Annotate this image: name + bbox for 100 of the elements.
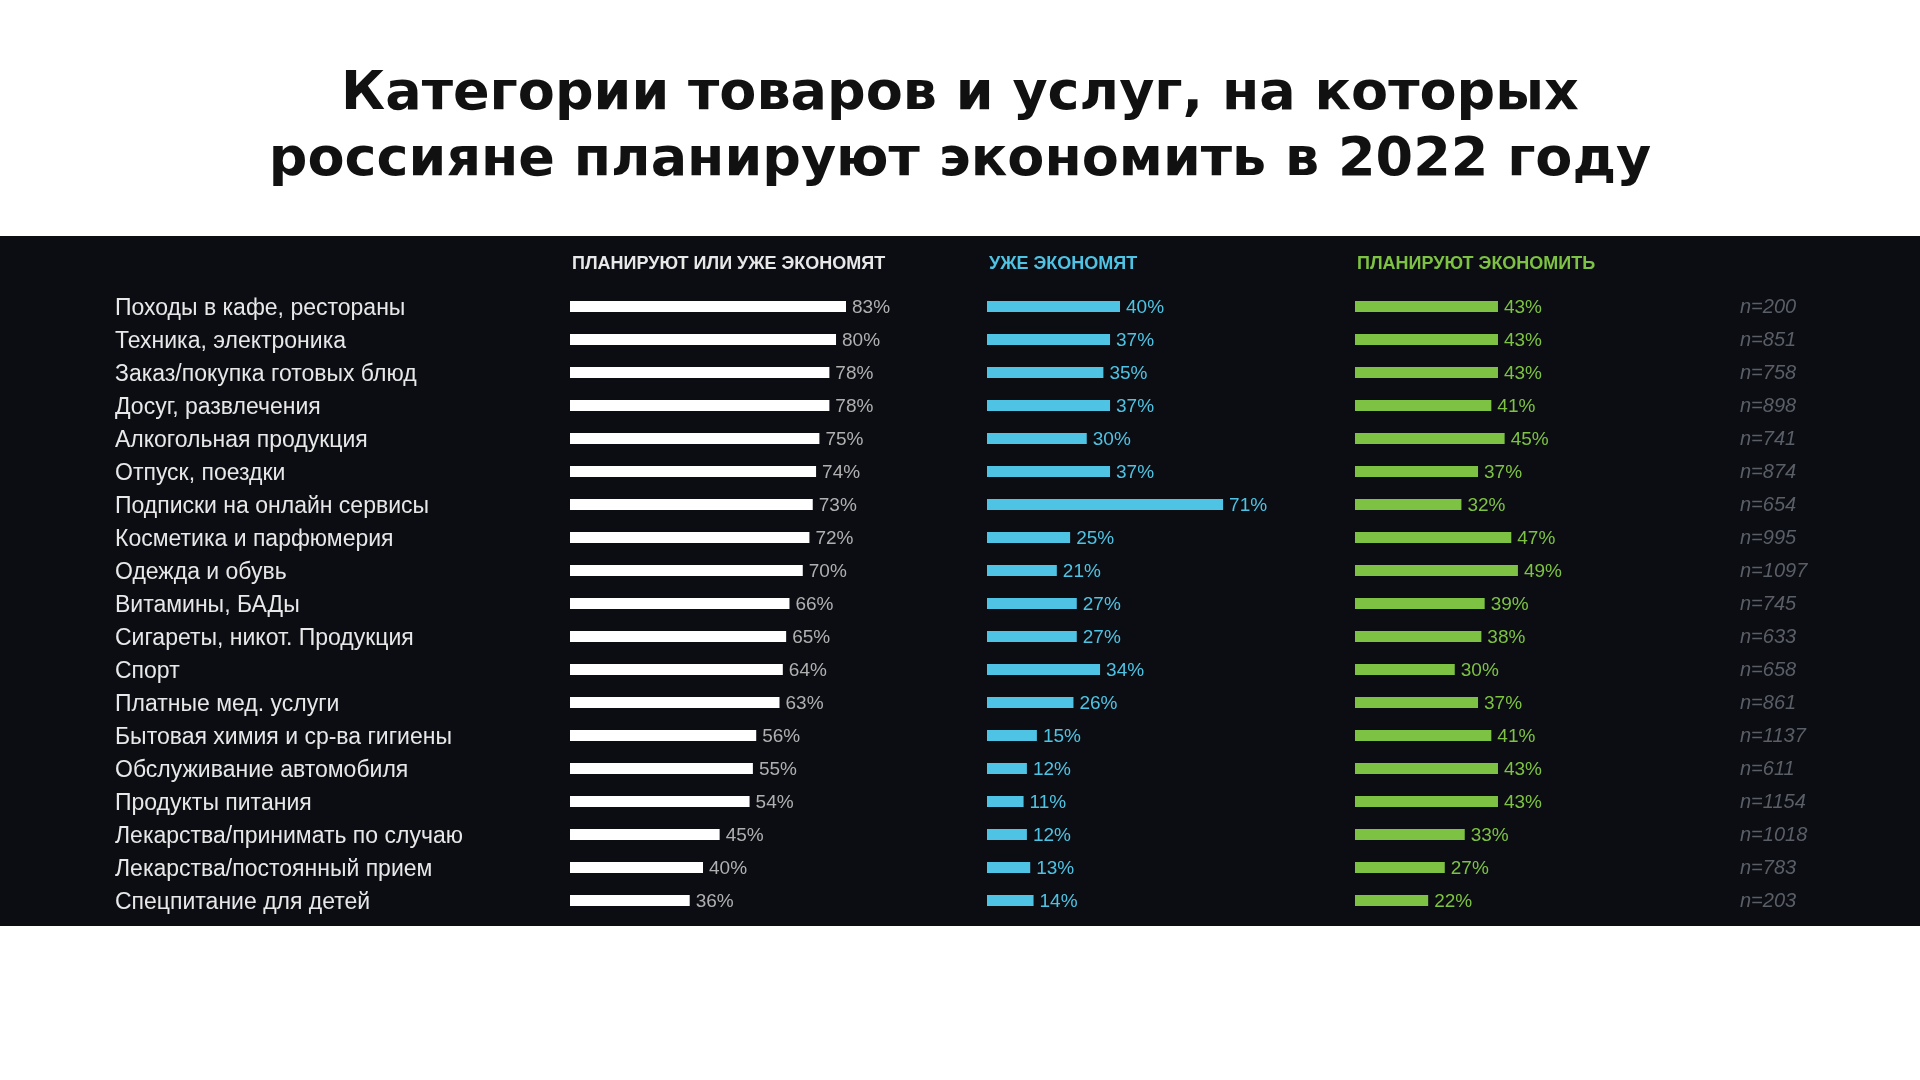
bar [987, 565, 1057, 576]
y-tick-label: Спорт [115, 656, 181, 683]
bar [1355, 895, 1429, 906]
data-label: 66% [795, 593, 834, 614]
data-label: 45% [1510, 428, 1549, 449]
data-label: 21% [1062, 560, 1101, 581]
text: n=1154 [1740, 789, 1806, 812]
bar [1355, 862, 1445, 873]
y-tick-label: Одежда и обувь [115, 557, 287, 584]
bar [1355, 631, 1482, 642]
bar [987, 796, 1024, 807]
data-label: 37% [1116, 395, 1155, 416]
data-label: 78% [835, 362, 874, 383]
data-label: 25% [1076, 527, 1115, 548]
y-tick-label: Косметика и парфюмерия [115, 524, 394, 551]
data-label: 12% [1032, 758, 1072, 779]
y-tick-label: Обслуживание автомобиля [115, 755, 409, 782]
data-label: 54% [755, 791, 794, 812]
bar [1355, 598, 1485, 609]
bar [570, 598, 790, 609]
data-label: 64% [788, 659, 827, 680]
y-tick-label: Бытовая химия и ср-ва гигиены [115, 722, 452, 749]
text: n=851 [1740, 327, 1797, 350]
data-label: 40% [709, 857, 748, 878]
data-label: 37% [1484, 461, 1523, 482]
text: n=1137 [1740, 723, 1807, 746]
text: n=203 [1740, 888, 1797, 911]
bar [570, 895, 690, 906]
text: n=898 [1740, 393, 1797, 416]
data-label: 56% [762, 725, 801, 746]
y-tick-label: Платные мед. услуги [115, 689, 340, 716]
bar [570, 862, 704, 873]
bar [570, 334, 837, 345]
y-tick-label: Спецпитание для детей [115, 887, 371, 914]
bar [1355, 334, 1498, 345]
bar [1355, 301, 1498, 312]
text: n=633 [1740, 624, 1797, 647]
data-label: 12% [1032, 824, 1072, 845]
bar [1355, 730, 1492, 741]
data-label: 27% [1082, 626, 1121, 647]
bar [570, 367, 830, 378]
data-label: 73% [818, 494, 857, 515]
bar [570, 763, 753, 774]
bar [987, 598, 1077, 609]
data-label: 15% [1042, 725, 1082, 746]
y-tick-label: Досуг, развлечения [115, 392, 321, 419]
y-tick-label: Походы в кафе, рестораны [115, 293, 406, 320]
bar [987, 433, 1087, 444]
bar [1355, 697, 1479, 708]
data-label: 43% [1503, 791, 1543, 812]
bar [1355, 565, 1518, 576]
text: n=658 [1740, 657, 1797, 680]
data-label: 39% [1490, 593, 1529, 614]
data-label: 72% [815, 527, 854, 548]
data-label: 63% [785, 692, 824, 713]
data-label: 14% [1039, 890, 1078, 911]
bar [1355, 400, 1492, 411]
data-label: 55% [758, 758, 798, 779]
data-label: 37% [1116, 329, 1155, 350]
bar [987, 466, 1111, 477]
text: n=741 [1740, 426, 1797, 449]
data-label: 36% [695, 890, 734, 911]
data-label: 43% [1503, 329, 1543, 350]
bar [987, 400, 1111, 411]
data-label: 74% [822, 461, 861, 482]
y-tick-label: Лекарства/принимать по случаю [115, 821, 463, 848]
bar [570, 466, 817, 477]
data-label: 65% [792, 626, 831, 647]
bar [987, 334, 1111, 345]
text: n=1097 [1740, 558, 1809, 581]
y-tick-label: Отпуск, поездки [115, 458, 286, 485]
bar [987, 532, 1071, 543]
bar [1355, 466, 1479, 477]
data-label: 22% [1434, 890, 1473, 911]
data-label: 27% [1082, 593, 1121, 614]
bar [987, 895, 1034, 906]
text: n=1018 [1740, 822, 1808, 845]
text: n=861 [1740, 690, 1797, 713]
bar [1355, 829, 1465, 840]
data-label: 41% [1497, 395, 1536, 416]
text: n=758 [1740, 360, 1797, 383]
data-label: 26% [1079, 692, 1118, 713]
data-label: 75% [825, 428, 864, 449]
y-tick-label: Техника, электроника [115, 326, 347, 353]
bar [570, 565, 803, 576]
y-tick-label: Лекарства/постоянный прием [115, 854, 433, 881]
bar [1355, 796, 1498, 807]
y-tick-label: Продукты питания [115, 788, 312, 815]
bar [987, 697, 1074, 708]
data-label: 40% [1126, 296, 1165, 317]
bar [570, 730, 757, 741]
data-label: 45% [725, 824, 764, 845]
data-label: 70% [808, 560, 847, 581]
bar [987, 664, 1101, 675]
bar [1355, 763, 1498, 774]
y-tick-label: Алкогольная продукция [115, 425, 368, 452]
data-label: 49% [1523, 560, 1563, 581]
bar [987, 862, 1031, 873]
series-label: ПЛАНИРУЮТ ИЛИ УЖЕ ЭКОНОМЯТ [572, 253, 886, 273]
y-tick-label: Сигареты, никот. Продукция [115, 623, 414, 650]
